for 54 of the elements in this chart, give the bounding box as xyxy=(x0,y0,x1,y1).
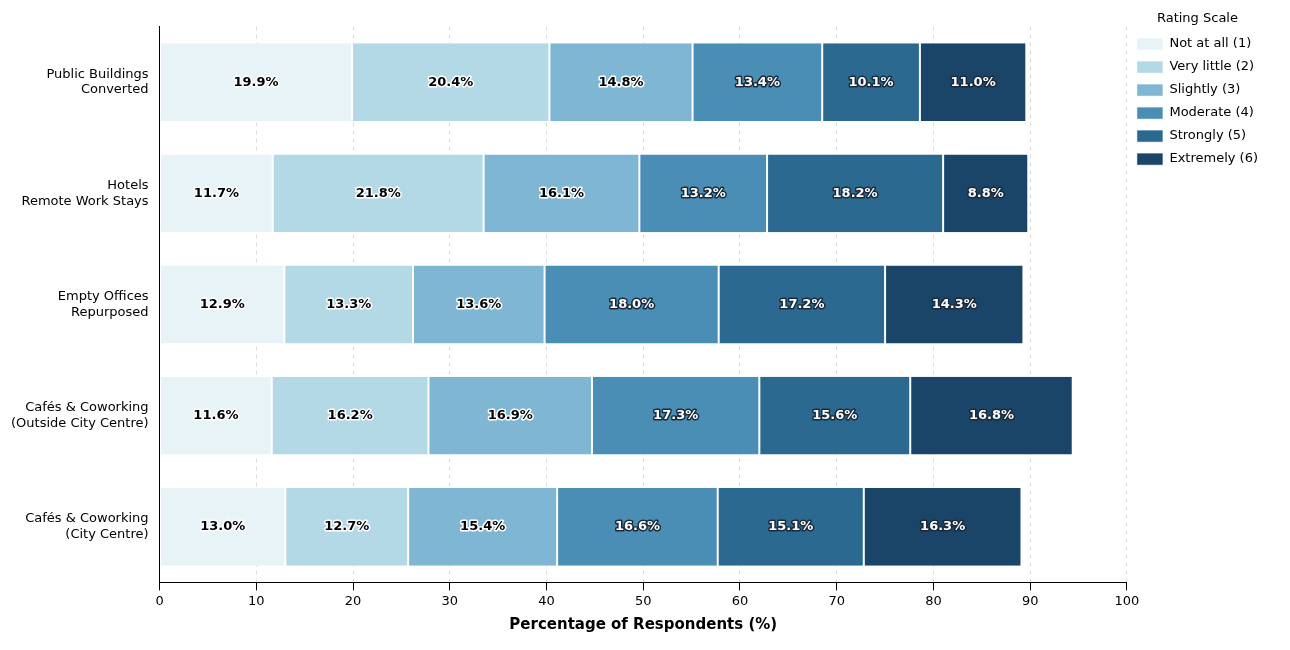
data-label: 16.1% xyxy=(538,184,585,200)
data-label: 8.8% xyxy=(967,184,1004,200)
legend-label: Extremely (6) xyxy=(1169,150,1258,166)
legend-label: Slightly (3) xyxy=(1169,81,1241,97)
x-tick-label: 100 xyxy=(1114,592,1140,608)
data-label: 18.2% xyxy=(832,184,878,200)
x-tick-label: 50 xyxy=(634,592,652,608)
data-label: 15.4% xyxy=(460,518,506,534)
data-label: 13.2% xyxy=(680,184,726,200)
x-tick-label: 90 xyxy=(1021,592,1039,608)
y-tick-label: Hotels Remote Work Stays xyxy=(21,176,149,208)
y-tick-label: Cafés & Coworking (Outside City Centre) xyxy=(11,399,149,430)
data-label: 15.6% xyxy=(812,407,858,423)
data-label: 16.2% xyxy=(327,407,373,423)
y-tick-label: Public Buildings Converted xyxy=(46,65,149,97)
data-label: 12.9% xyxy=(199,295,245,311)
x-axis-title: Percentage of Respondents (%) xyxy=(509,614,778,633)
data-label: 11.7% xyxy=(193,184,239,200)
x-tick-label: 70 xyxy=(828,592,845,608)
data-label: 12.7% xyxy=(324,518,370,534)
x-tick-label: 60 xyxy=(731,592,749,608)
data-label: 16.9% xyxy=(487,407,533,423)
data-label: 13.3% xyxy=(326,295,372,311)
data-label: 17.3% xyxy=(653,407,699,423)
data-label: 16.8% xyxy=(968,407,1015,423)
legend-label: Strongly (5) xyxy=(1169,127,1247,143)
data-label: 13.0% xyxy=(200,518,246,534)
data-label: 11.6% xyxy=(193,407,239,423)
data-label: 21.8% xyxy=(355,184,401,200)
data-label: 11.0% xyxy=(950,73,996,89)
y-tick-label: Empty Offices Repurposed xyxy=(57,288,149,319)
data-label: 20.4% xyxy=(428,73,474,89)
data-label: 14.3% xyxy=(931,295,977,311)
legend-label: Moderate (4) xyxy=(1169,104,1254,120)
x-tick-label: 80 xyxy=(925,592,942,608)
data-label: 19.9% xyxy=(233,73,279,89)
x-tick-label: 40 xyxy=(538,592,555,608)
legend-title: Rating Scale xyxy=(1156,9,1238,25)
data-label: 18.0% xyxy=(609,295,655,311)
y-tick-label: Cafés & Coworking (City Centre) xyxy=(25,510,149,541)
data-label: 17.2% xyxy=(779,295,825,311)
data-label: 15.1% xyxy=(768,518,814,534)
data-label: 13.4% xyxy=(734,73,780,89)
data-label: 14.8% xyxy=(598,73,644,89)
x-tick-label: 0 xyxy=(155,592,164,608)
legend-label: Not at all (1) xyxy=(1169,35,1252,51)
x-tick-label: 20 xyxy=(344,592,362,608)
data-label: 13.6% xyxy=(456,295,502,311)
legend-label: Very little (2) xyxy=(1169,58,1255,74)
x-tick-label: 10 xyxy=(248,592,265,608)
data-label: 16.6% xyxy=(614,518,660,534)
data-label: 10.1% xyxy=(848,73,894,89)
x-tick-label: 30 xyxy=(441,592,459,608)
data-label: 16.3% xyxy=(920,518,966,534)
